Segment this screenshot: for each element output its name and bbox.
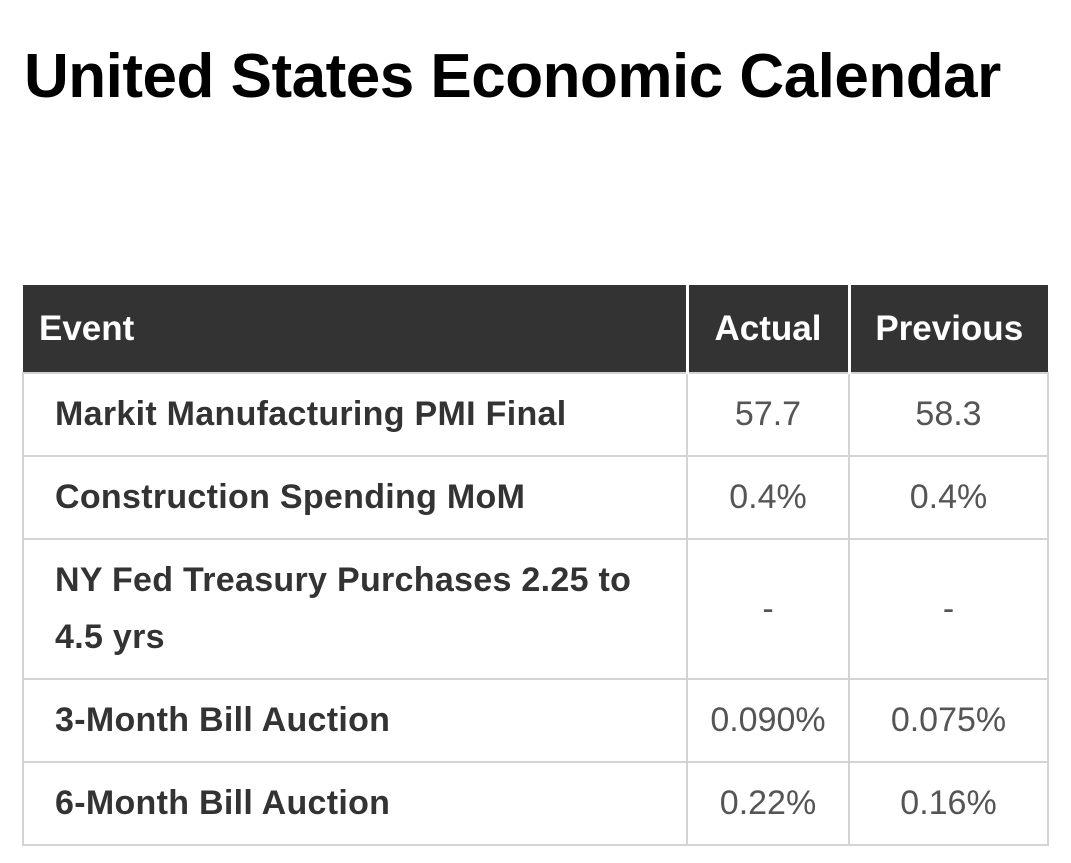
event-name-cell: Markit Manufacturing PMI Final xyxy=(22,372,688,457)
column-header-previous: Previous xyxy=(847,285,1048,373)
event-name-cell: 6-Month Bill Auction xyxy=(22,761,688,846)
previous-value-cell: - xyxy=(848,538,1049,680)
column-header-event: Event xyxy=(23,285,687,373)
table-row: 6-Month Bill Auction 0.22% 0.16% xyxy=(22,761,1049,846)
previous-value-cell: 0.16% xyxy=(848,761,1049,846)
table-row: Construction Spending MoM 0.4% 0.4% xyxy=(22,455,1049,540)
event-name-cell: NY Fed Treasury Purchases 2.25 to 4.5 yr… xyxy=(22,538,688,680)
actual-value-cell: 57.7 xyxy=(686,372,850,457)
actual-value-cell: 0.22% xyxy=(686,761,850,846)
page-title: United States Economic Calendar xyxy=(24,42,1001,111)
table-row: NY Fed Treasury Purchases 2.25 to 4.5 yr… xyxy=(22,538,1049,680)
table-row: 3-Month Bill Auction 0.090% 0.075% xyxy=(22,678,1049,763)
table-row: Markit Manufacturing PMI Final 57.7 58.3 xyxy=(22,372,1049,457)
previous-value-cell: 58.3 xyxy=(848,372,1049,457)
header-row: Event Actual Previous xyxy=(23,285,1048,373)
economic-calendar-table: Event Actual Previous Markit Manufacturi… xyxy=(22,285,1049,846)
table-header: Event Actual Previous xyxy=(23,285,1048,373)
previous-value-cell: 0.075% xyxy=(848,678,1049,763)
event-name-cell: 3-Month Bill Auction xyxy=(22,678,688,763)
actual-value-cell: 0.4% xyxy=(686,455,850,540)
previous-value-cell: 0.4% xyxy=(848,455,1049,540)
actual-value-cell: - xyxy=(686,538,850,680)
column-header-actual: Actual xyxy=(685,285,849,373)
event-name-cell: Construction Spending MoM xyxy=(22,455,688,540)
actual-value-cell: 0.090% xyxy=(686,678,850,763)
table-body: Markit Manufacturing PMI Final 57.7 58.3… xyxy=(22,372,1049,846)
